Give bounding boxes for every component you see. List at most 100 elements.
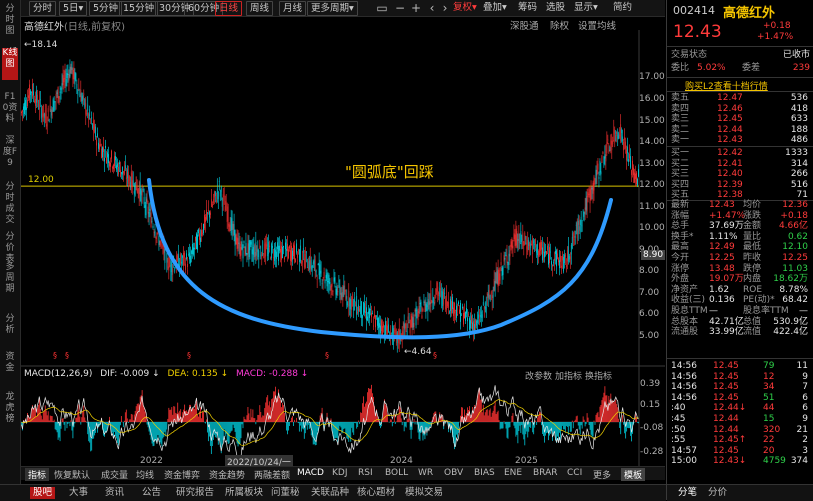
sidebar-item-lhb[interactable]: 龙虎榜 <box>5 392 15 424</box>
tab-rsi[interactable]: RSI <box>358 468 373 478</box>
tab-boll[interactable]: BOLL <box>385 468 409 478</box>
tab-obv[interactable]: OBV <box>444 468 464 478</box>
kline-chart[interactable]: § § § § § <box>21 30 665 466</box>
tab-15min[interactable]: 15分钟 <box>119 1 159 16</box>
zoom-out-icon[interactable]: − <box>394 1 406 15</box>
sidebar-item-kline[interactable]: K线图 <box>2 48 18 80</box>
candle-body <box>560 255 561 262</box>
tab-reset[interactable]: 恢复默认 <box>54 471 91 481</box>
macd-header: MACD(12,26,9) DIF: -0.009 ↓ DEA: 0.135 ↓… <box>24 369 308 379</box>
candle-body <box>580 216 582 226</box>
tab-guba[interactable]: 股吧 <box>30 487 56 499</box>
next-icon[interactable]: › <box>442 1 448 15</box>
tab-5day[interactable]: 5日▾ <box>59 1 88 16</box>
candle-body <box>473 321 474 332</box>
overlay-button[interactable]: 叠加▾ <box>483 2 507 13</box>
tab-fenbi[interactable]: 分笔 <box>678 487 698 498</box>
trade-status: 已收市 <box>782 50 810 60</box>
ex-rights-label[interactable]: 除权 <box>550 21 570 32</box>
tab-indicator[interactable]: 指标 <box>25 468 50 481</box>
stat-value: 530.9亿 <box>773 316 808 327</box>
tab-ene[interactable]: ENE <box>504 468 523 478</box>
candle-body <box>119 162 120 165</box>
tab-sim-trade[interactable]: 模拟交易 <box>405 487 444 498</box>
sidebar-item-multi-period[interactable]: 多周期 <box>5 262 15 294</box>
tab-monthly[interactable]: 月线 <box>279 1 307 16</box>
tab-macd[interactable]: MACD <box>297 468 324 478</box>
tab-5min[interactable]: 5分钟 <box>89 1 123 16</box>
prev-icon[interactable]: ‹ <box>429 1 435 15</box>
tab-related[interactable]: 关联品种 <box>311 487 350 498</box>
candle-body <box>187 263 188 268</box>
candle-body <box>526 246 528 250</box>
candle-body <box>205 217 206 222</box>
tab-fenjia[interactable]: 分价 <box>708 487 728 498</box>
sidebar-item-funds[interactable]: 资金 <box>5 352 15 373</box>
tab-weekly[interactable]: 周线 <box>246 1 274 16</box>
tab-kdj[interactable]: KDJ <box>332 468 348 478</box>
tab-fund-game[interactable]: 资金博弈 <box>164 471 201 481</box>
candle-body <box>404 324 406 330</box>
sidebar-item-depth[interactable]: 深度F9 <box>2 136 18 168</box>
edit-params[interactable]: 改参数 <box>525 372 553 382</box>
stat-value: 4.66亿 <box>778 221 808 232</box>
sidebar-item-f10[interactable]: F10资料 <box>2 92 18 124</box>
adjust-button[interactable]: 复权▾ <box>453 2 477 13</box>
candle-body <box>171 261 173 275</box>
screener-button[interactable]: 选股 <box>546 2 566 13</box>
sidebar-item-analysis[interactable]: 分析 <box>5 314 15 335</box>
tab-30min[interactable]: 30分钟 <box>155 1 195 16</box>
tab-research[interactable]: 研究报告 <box>176 487 215 498</box>
tab-volume[interactable]: 成交量 <box>101 471 129 481</box>
tab-announcement[interactable]: 公告 <box>142 487 162 498</box>
tab-brar[interactable]: BRAR <box>533 468 558 478</box>
candle-body <box>563 254 565 264</box>
zoom-in-icon[interactable]: + <box>410 1 422 15</box>
change-indicator[interactable]: 换指标 <box>585 372 613 382</box>
candle-body <box>30 90 31 95</box>
minimize-chart-icon[interactable]: ▭ <box>376 1 388 15</box>
simple-button[interactable]: 简约 <box>613 2 633 13</box>
stat-label: 涨停 <box>671 263 690 274</box>
candle-body <box>403 322 405 328</box>
tab-60min[interactable]: 60分钟 <box>184 1 224 16</box>
candle-body <box>155 237 157 239</box>
tab-events[interactable]: 大事 <box>69 487 89 498</box>
level2-link[interactable]: 购买L2查看十档行情 <box>685 82 768 92</box>
hk-connect-label[interactable]: 深股通 <box>510 21 539 32</box>
tick-price: 12.45 <box>713 445 739 456</box>
tab-ask-secretary[interactable]: 问董秘 <box>271 487 300 498</box>
set-ma-label[interactable]: 设置均线 <box>578 21 617 32</box>
tab-cci[interactable]: CCI <box>567 468 583 478</box>
tab-concepts[interactable]: 核心题材 <box>357 487 396 498</box>
tick-price: 12.44 <box>713 414 739 424</box>
tab-more-periods[interactable]: 更多周期▾ <box>307 1 358 16</box>
sidebar-item-timeshare[interactable]: 分时图 <box>5 4 15 36</box>
tab-daily[interactable]: 日线 <box>215 1 243 16</box>
tab-bias[interactable]: BIAS <box>474 468 495 478</box>
candle-body <box>303 258 305 268</box>
display-button[interactable]: 显示▾ <box>574 2 598 13</box>
sidebar-item-price-dist[interactable]: 分价表 <box>5 232 15 264</box>
tab-timeshare[interactable]: 分时 <box>29 1 57 16</box>
chips-button[interactable]: 筹码 <box>518 2 538 13</box>
add-indicator[interactable]: 加指标 <box>555 372 583 382</box>
candle-body <box>475 319 476 328</box>
tab-fund-trend[interactable]: 资金趋势 <box>209 471 246 481</box>
candle-body <box>129 182 131 188</box>
candle-body <box>211 204 213 207</box>
tab-news[interactable]: 资讯 <box>105 487 125 498</box>
tab-margin-diff[interactable]: 两融差额 <box>254 471 291 481</box>
candle-body <box>576 222 578 239</box>
tab-template[interactable]: 模板 <box>621 468 646 481</box>
candle-body <box>84 99 86 107</box>
sidebar-item-ticks[interactable]: 分时成交 <box>5 182 15 225</box>
tab-more[interactable]: 更多 <box>593 471 612 481</box>
tab-ma[interactable]: 均线 <box>136 471 155 481</box>
tab-wr[interactable]: WR <box>418 468 434 478</box>
candle-body <box>601 155 603 163</box>
tab-sectors[interactable]: 所属板块 <box>225 487 264 498</box>
candle-body <box>602 152 604 154</box>
candle-body <box>258 250 260 260</box>
tick-count: 6 <box>802 403 808 414</box>
